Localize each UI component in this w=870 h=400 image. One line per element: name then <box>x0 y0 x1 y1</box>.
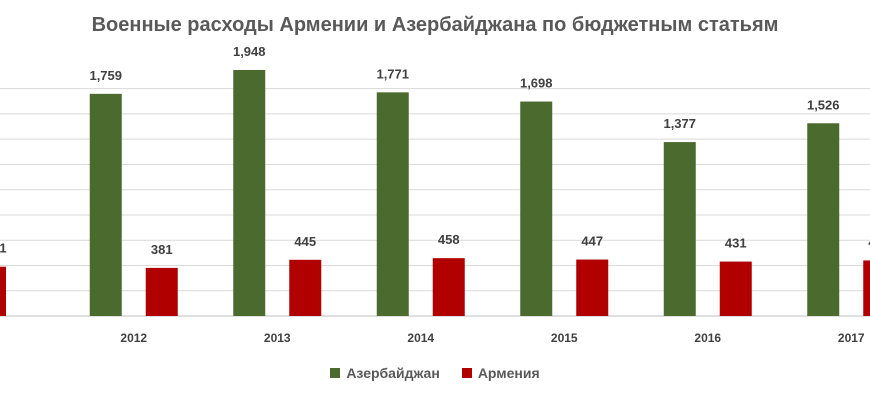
bar-armenia-2014 <box>432 258 465 316</box>
x-tick-label-2015: 2015 <box>551 331 578 345</box>
bar-azerbaijan-2016 <box>663 142 696 316</box>
bar-azerbaijan-2014 <box>376 92 409 317</box>
data-label-armenia-2017: 440 <box>868 234 870 249</box>
legend-item-azerbaijan: Азербайджан <box>330 365 440 381</box>
x-tick-label-2012: 2012 <box>120 331 147 345</box>
x-tick-label-2017: 2017 <box>838 331 865 345</box>
bar-armenia-2016 <box>719 261 752 316</box>
bar-armenia-2013 <box>289 259 322 316</box>
legend-label-armenia: Армения <box>477 365 540 381</box>
data-label-azerbaijan-2013: 1,948 <box>233 44 266 59</box>
data-label-partial: 1 <box>0 241 7 256</box>
data-label-armenia-2013: 445 <box>294 234 316 249</box>
legend: Азербайджан Армения <box>0 365 870 381</box>
data-label-azerbaijan-2017: 1,526 <box>807 97 840 112</box>
data-label-azerbaijan-2014: 1,771 <box>376 66 409 81</box>
legend-label-azerbaijan: Азербайджан <box>346 365 440 381</box>
bar-azerbaijan-2013 <box>233 69 266 317</box>
data-label-armenia-2016: 431 <box>725 236 747 251</box>
x-tick-label-2016: 2016 <box>694 331 721 345</box>
chart-title: Военные расходы Армении и Азербайджана п… <box>91 14 779 36</box>
bar-azerbaijan-2017 <box>807 123 840 316</box>
legend-item-armenia: Армения <box>461 365 540 381</box>
x-tick-label-2013: 2013 <box>264 331 291 345</box>
data-label-armenia-2012: 381 <box>151 242 173 257</box>
bar-armenia-2017 <box>863 260 870 316</box>
bar-azerbaijan-2012 <box>89 93 122 316</box>
data-label-azerbaijan-2016: 1,377 <box>663 116 696 131</box>
bar-armenia-2015 <box>576 259 609 316</box>
bar-partial-armenia <box>0 266 6 316</box>
data-label-azerbaijan-2012: 1,759 <box>89 68 122 83</box>
data-label-armenia-2015: 447 <box>581 234 603 249</box>
legend-swatch-armenia <box>461 368 472 378</box>
legend-swatch-azerbaijan <box>330 368 341 378</box>
data-label-azerbaijan-2015: 1,698 <box>520 76 553 91</box>
bar-azerbaijan-2015 <box>520 101 553 316</box>
x-tick-label-2014: 2014 <box>407 331 434 345</box>
bar-armenia-2012 <box>145 267 178 316</box>
data-label-armenia-2014: 458 <box>438 232 460 247</box>
